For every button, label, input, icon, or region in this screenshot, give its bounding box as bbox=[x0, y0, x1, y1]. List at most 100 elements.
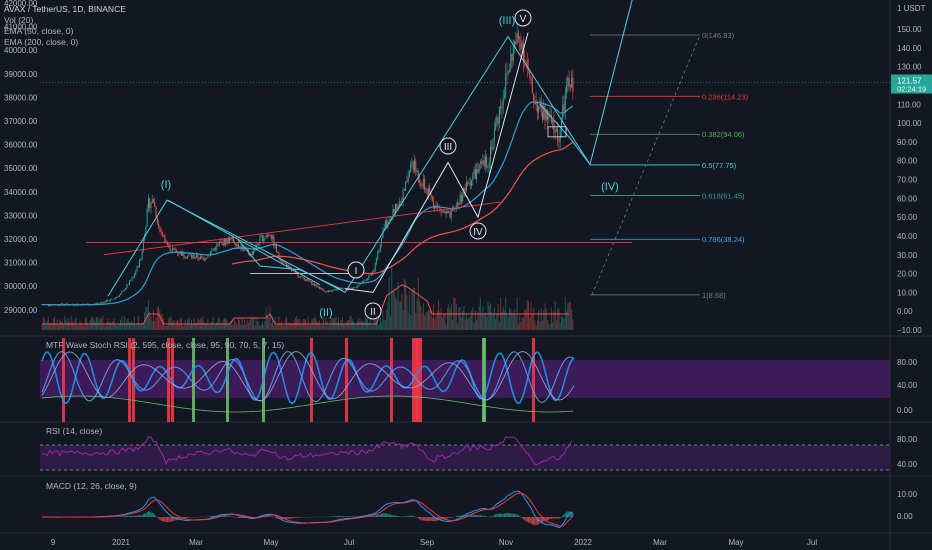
volume-bar bbox=[507, 316, 509, 330]
volume-bar bbox=[204, 323, 206, 330]
volume-bar bbox=[397, 282, 399, 330]
macd-histogram-bar bbox=[439, 517, 441, 521]
macd-histogram-bar bbox=[495, 514, 497, 517]
volume-bar bbox=[231, 318, 233, 330]
candle-body bbox=[308, 280, 310, 282]
fib-retracement[interactable]: 0(146.83) 0.236(114.23) 0.382(94.06) 0.5(77… bbox=[590, 31, 749, 300]
candle-body bbox=[572, 77, 574, 93]
macd-histogram-bar bbox=[420, 517, 422, 521]
candle-body bbox=[511, 53, 513, 61]
volume-bar bbox=[259, 325, 261, 330]
candle-body bbox=[334, 289, 336, 291]
candle-body bbox=[111, 299, 113, 300]
volume-bar bbox=[174, 325, 176, 330]
macd-histogram-bar bbox=[150, 512, 152, 517]
volume-bar bbox=[158, 306, 160, 330]
volume-bar bbox=[318, 320, 320, 330]
macd-histogram-bar bbox=[417, 517, 419, 519]
volume-bar bbox=[85, 316, 87, 330]
legend-vol[interactable]: Vol (20) bbox=[4, 15, 34, 25]
volume-bar bbox=[386, 310, 388, 330]
candle-body bbox=[137, 266, 139, 267]
candle-body bbox=[109, 299, 111, 301]
volume-bar bbox=[317, 322, 319, 330]
volume-bar bbox=[469, 316, 471, 330]
macd-histogram-bar bbox=[280, 517, 282, 520]
macd-histogram-bar bbox=[449, 517, 451, 519]
candle-body bbox=[358, 284, 360, 287]
volume-bar bbox=[572, 319, 574, 330]
volume-bar bbox=[296, 316, 298, 330]
fib-label-0: 0(146.83) bbox=[702, 31, 735, 40]
candle-body bbox=[161, 232, 163, 235]
candle-body bbox=[66, 303, 68, 305]
macd-histogram-bar bbox=[332, 516, 334, 517]
candle-body bbox=[108, 300, 110, 302]
candle-body bbox=[467, 181, 469, 184]
candle-body bbox=[446, 211, 448, 214]
candle-body bbox=[498, 106, 500, 124]
volume-bar bbox=[505, 296, 507, 330]
macd-histogram-bar bbox=[528, 517, 530, 523]
volume-bar bbox=[60, 321, 62, 330]
candle-body bbox=[128, 281, 130, 285]
candle-body bbox=[515, 41, 517, 44]
volume-bar bbox=[484, 312, 486, 330]
macd-histogram-bar bbox=[455, 516, 457, 517]
volume-bar bbox=[419, 300, 421, 330]
legend-ema200[interactable]: EMA (200, close, 0) bbox=[4, 37, 79, 47]
legend-ema50[interactable]: EMA (50, close, 0) bbox=[4, 26, 74, 36]
right-axis-tick: 110.00 bbox=[897, 100, 921, 109]
volume-bar bbox=[241, 317, 243, 330]
volume-bar bbox=[457, 323, 459, 330]
right-axis-tick: 60.00 bbox=[897, 194, 918, 203]
volume-bar bbox=[555, 319, 557, 330]
right-axis-tick: 50.00 bbox=[897, 213, 918, 222]
macd-histogram-bar bbox=[535, 517, 537, 525]
candle-body bbox=[142, 239, 144, 252]
candle-body bbox=[407, 176, 409, 183]
candle-body bbox=[411, 162, 413, 164]
macd-histogram-bar bbox=[464, 514, 466, 517]
candle-body bbox=[370, 274, 372, 275]
candle-body bbox=[441, 211, 443, 212]
candle-body bbox=[146, 208, 148, 226]
volume-bar bbox=[203, 322, 205, 330]
volume-bar bbox=[149, 311, 151, 330]
stoch-band bbox=[40, 360, 890, 398]
volume-bar bbox=[258, 321, 260, 330]
left-axis-tick: 36000.00 bbox=[4, 141, 38, 150]
candle-body bbox=[255, 244, 257, 250]
candle-body bbox=[355, 287, 357, 288]
volume-bar bbox=[184, 319, 186, 330]
volume-bar bbox=[490, 303, 492, 330]
candle-body bbox=[106, 300, 108, 303]
macd-title[interactable]: MACD (12, 26, close, 9) bbox=[46, 481, 137, 491]
stoch-signal-red bbox=[412, 338, 418, 422]
resistance-trendline bbox=[103, 201, 501, 256]
stoch-title[interactable]: MTF Wave Stoch RSI (2, 595, close, close… bbox=[46, 340, 285, 350]
volume-bar bbox=[560, 316, 562, 330]
symbol-title[interactable]: AVAX / TetherUS, 1D, BINANCE bbox=[4, 4, 126, 14]
macd-histogram-bar bbox=[571, 511, 573, 517]
volume-bar bbox=[301, 324, 303, 330]
volume-bar bbox=[293, 320, 295, 330]
right-axis-tick: 100.00 bbox=[897, 119, 922, 128]
candle-body bbox=[430, 192, 432, 197]
macd-histogram-bar bbox=[550, 517, 552, 519]
macd-histogram-bar bbox=[479, 515, 481, 517]
candle-body bbox=[553, 120, 555, 133]
rsi-title[interactable]: RSI (14, close) bbox=[46, 426, 103, 436]
macd-histogram-bar bbox=[534, 517, 536, 526]
candle-body bbox=[310, 281, 312, 282]
volume-bar bbox=[348, 320, 350, 330]
wave-label-(III): (III) bbox=[499, 15, 516, 27]
volume-bar bbox=[270, 323, 272, 330]
rsi-line bbox=[41, 436, 573, 466]
candle-body bbox=[118, 294, 120, 297]
candle-body bbox=[497, 117, 499, 124]
candle-body bbox=[147, 198, 149, 209]
candle-body bbox=[419, 180, 421, 183]
